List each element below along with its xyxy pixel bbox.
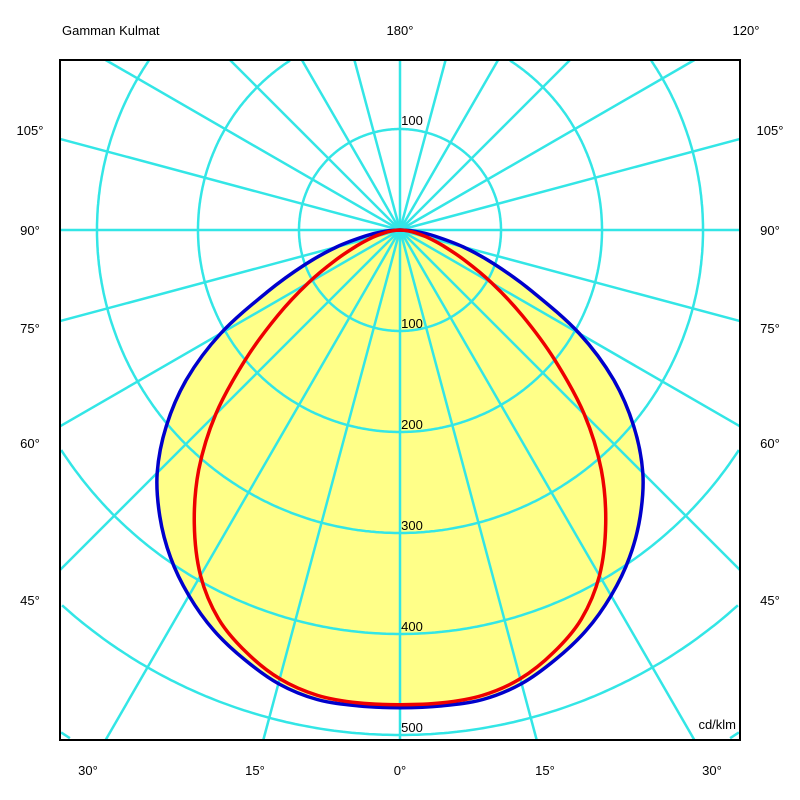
grid-radial-line	[59, 229, 401, 571]
bottom-label-15-left: 15°	[245, 763, 265, 778]
grid-circle	[196, 59, 604, 434]
bottom-label-15-right: 15°	[535, 763, 555, 778]
grid-radial-line	[229, 59, 401, 231]
bottom-label-30-left: 30°	[78, 763, 98, 778]
grid-radial-line	[104, 229, 402, 741]
right-label-105: 105°	[757, 123, 784, 138]
right-label-60: 60°	[760, 436, 780, 451]
grid-circle	[60, 731, 740, 740]
radial-tick-label: 100	[401, 316, 423, 331]
grid-radial-line	[399, 58, 696, 232]
radial-tick-label: 500	[401, 720, 423, 735]
right-label-45: 45°	[760, 593, 780, 608]
grid-radial-line	[353, 59, 402, 231]
plot-frame	[59, 59, 741, 741]
chart-title: Gamman Kulmat	[62, 23, 160, 38]
grid-radial-line	[104, 58, 401, 232]
left-label-75: 75°	[20, 321, 40, 336]
left-label-105: 105°	[17, 123, 44, 138]
grid-radial-line	[399, 59, 571, 231]
radial-tick-label: 400	[401, 619, 423, 634]
top-label-180: 180°	[387, 23, 414, 38]
right-label-75: 75°	[760, 321, 780, 336]
grid-radial-line	[262, 229, 402, 741]
top-label-120: 120°	[733, 23, 760, 38]
upper-radial-tick: 100	[401, 113, 423, 128]
left-label-90: 90°	[20, 223, 40, 238]
grid-radial-line	[398, 229, 538, 741]
grid-circle	[61, 604, 739, 737]
grid-radial-line	[399, 137, 741, 232]
radial-tick-label: 200	[401, 417, 423, 432]
radial-tick-label: 300	[401, 518, 423, 533]
series-curve-1	[155, 228, 645, 710]
grid-radial-line	[399, 228, 741, 428]
right-label-90: 90°	[760, 223, 780, 238]
grid-radial-line	[398, 59, 500, 231]
grid-radial-line	[398, 229, 696, 741]
grid-circle	[95, 59, 705, 535]
bottom-label-30-right: 30°	[702, 763, 722, 778]
bottom-label-0: 0°	[394, 763, 406, 778]
unit-label: cd/klm	[698, 717, 736, 732]
grid-circle	[60, 449, 740, 636]
grid-radial-line	[399, 229, 741, 571]
grid-radial-line	[300, 59, 402, 231]
grid-radial-line	[59, 228, 401, 428]
series-curve-2	[192, 228, 608, 707]
left-label-60: 60°	[20, 436, 40, 451]
left-label-45: 45°	[20, 593, 40, 608]
grid-radial-line	[398, 59, 447, 231]
grid-radial-line	[59, 137, 401, 232]
